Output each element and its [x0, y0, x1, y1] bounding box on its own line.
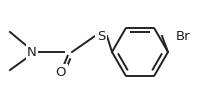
Text: N: N [27, 46, 37, 59]
Text: S: S [97, 30, 105, 42]
Text: O: O [56, 65, 66, 78]
Text: Br: Br [176, 30, 191, 42]
